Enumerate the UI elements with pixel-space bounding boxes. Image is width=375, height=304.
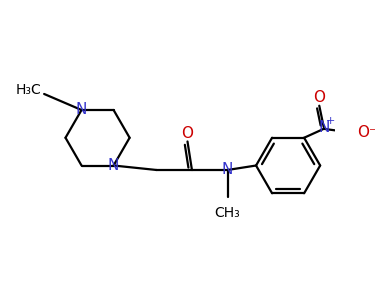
Text: O: O <box>182 126 194 141</box>
Text: CH₃: CH₃ <box>214 206 240 219</box>
Text: +: + <box>326 116 336 126</box>
Text: N: N <box>76 102 87 117</box>
Text: O⁻: O⁻ <box>357 125 375 140</box>
Text: H₃C: H₃C <box>16 83 42 97</box>
Text: N: N <box>318 119 329 135</box>
Text: N: N <box>222 162 233 178</box>
Text: N: N <box>108 158 119 173</box>
Text: O: O <box>313 90 325 105</box>
